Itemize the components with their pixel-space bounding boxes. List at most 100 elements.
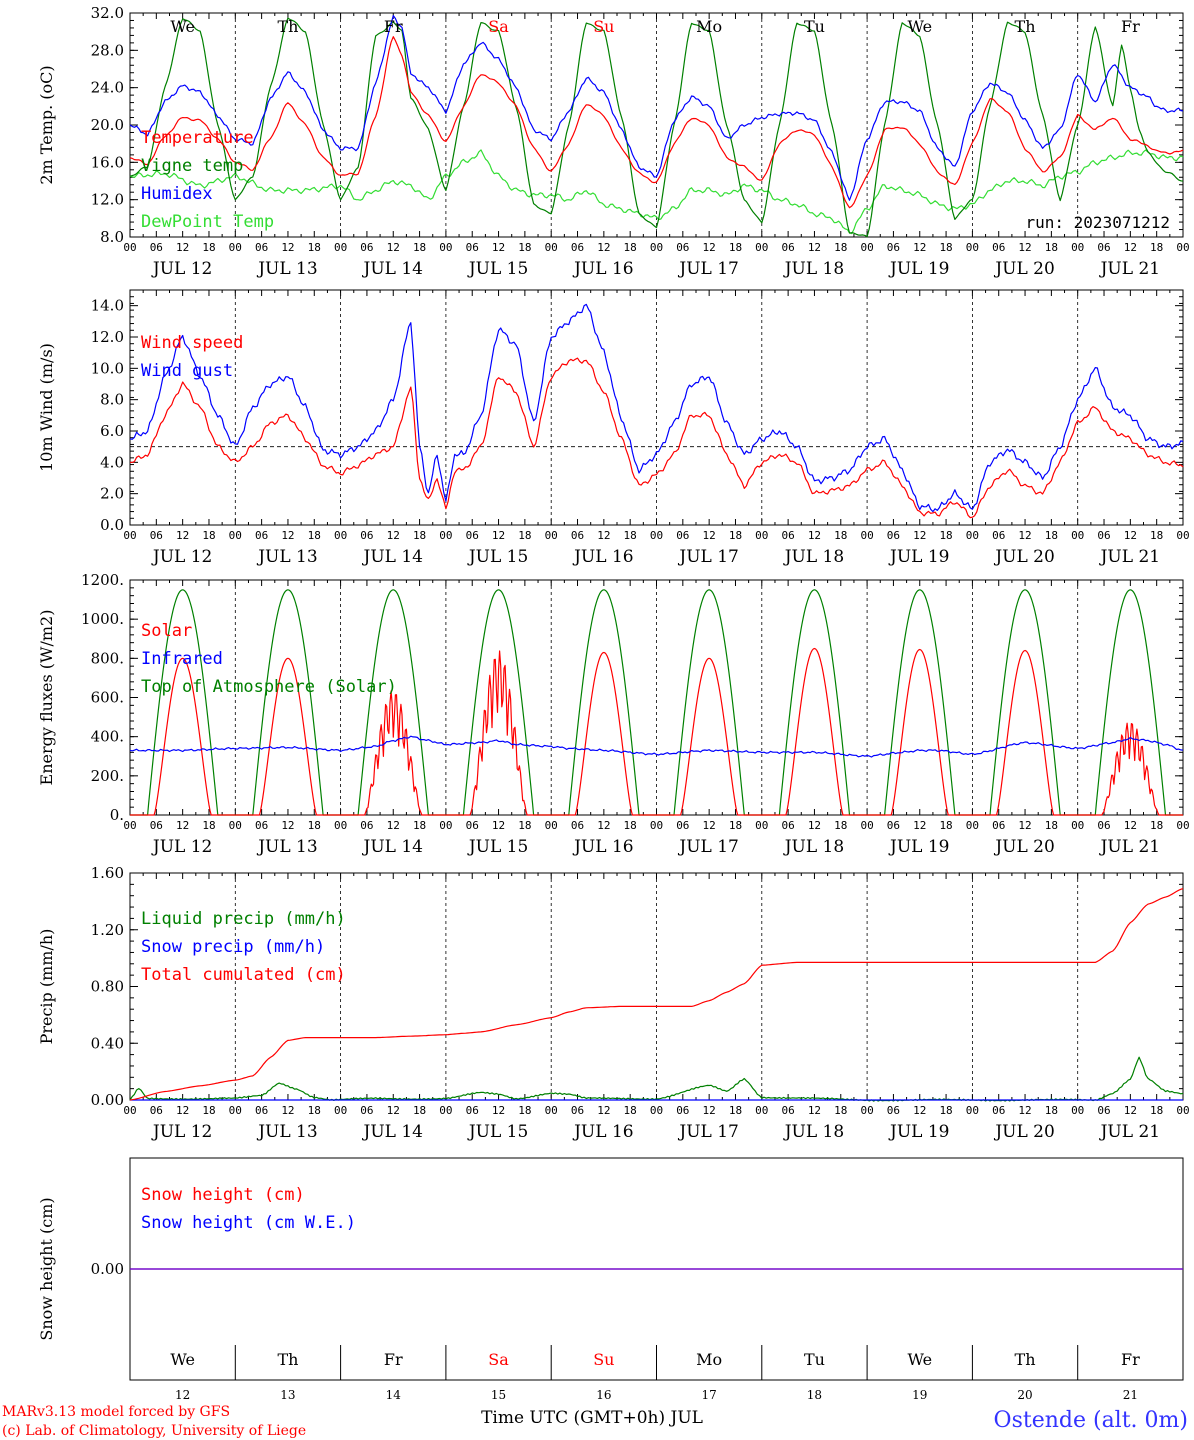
day-number: 15	[491, 1388, 506, 1402]
legend-entry: Top of Atmosphere (Solar)	[141, 677, 397, 697]
y-tick-label: 32.0	[91, 4, 124, 22]
hour-label: 12	[1018, 1104, 1031, 1117]
hour-label: 00	[439, 1104, 452, 1117]
hour-label: 12	[703, 241, 716, 254]
hour-label: 12	[176, 529, 189, 542]
hour-label: 12	[1124, 1104, 1137, 1117]
panel-energy: 0. 200. 400. 600. 800. 1000. 1200. Solar Infrare…	[37, 571, 1190, 857]
date-label: JUL 19	[888, 259, 949, 279]
y-tick-label: 600.	[91, 689, 124, 707]
y-tick-label: 200.	[91, 767, 124, 785]
toa-solar-line	[551, 589, 657, 816]
y-tick-label: 12.0	[91, 328, 124, 346]
day-number: 20	[1017, 1388, 1032, 1402]
date-label: JUL 21	[1099, 1122, 1160, 1142]
hour-label: 06	[1097, 241, 1110, 254]
date-label: JUL 21	[1099, 837, 1160, 857]
hour-label: 06	[360, 241, 373, 254]
hour-label: 18	[624, 819, 637, 832]
y-tick-label: 6.0	[100, 422, 124, 440]
hour-label: 18	[202, 819, 215, 832]
toa-solar-line	[340, 589, 446, 816]
hour-label: 12	[1018, 241, 1031, 254]
hour-label: 06	[466, 819, 479, 832]
hour-label: 12	[597, 819, 610, 832]
hour-label: 12	[281, 241, 294, 254]
y-tick-label: 1000.	[81, 610, 124, 628]
weekday-label: Fr	[384, 1350, 403, 1369]
weekday-label: Sa	[488, 1350, 509, 1369]
date-label: JUL 19	[888, 1122, 949, 1142]
solar-line	[551, 651, 657, 816]
hour-label: 00	[1071, 241, 1084, 254]
panel-wind: 0.0 2.0 4.0 6.0 8.0 10.0 12.0 14.0 Wind speed Win…	[37, 289, 1190, 567]
hour-label: 00	[650, 241, 663, 254]
hour-label: 00	[860, 1104, 873, 1117]
y-axis-title: 2m Temp. (oC)	[37, 65, 56, 184]
date-label: JUL 17	[677, 837, 738, 857]
hour-label: 12	[808, 1104, 821, 1117]
hour-label: 00	[860, 241, 873, 254]
hour-label: 00	[650, 1104, 663, 1117]
hour-label: 06	[466, 241, 479, 254]
y-tick-label: 400.	[91, 728, 124, 746]
hour-label: 06	[255, 1104, 268, 1117]
y-tick-label: 8.0	[100, 228, 124, 246]
hour-label: 00	[650, 529, 663, 542]
hour-label: 18	[1045, 241, 1058, 254]
hour-label: 12	[913, 1104, 926, 1117]
hour-label: 00	[966, 529, 979, 542]
legend-entry: Solar	[141, 621, 192, 641]
hour-label: 12	[281, 819, 294, 832]
date-label: JUL 13	[256, 837, 317, 857]
hour-label: 18	[308, 241, 321, 254]
hour-label: 00	[229, 241, 242, 254]
day-number: 16	[596, 1388, 611, 1402]
y-tick-label: 20.0	[91, 116, 124, 134]
weekday-label: We	[170, 17, 195, 36]
vigne-temp-line	[129, 17, 1184, 238]
hour-label: 18	[834, 529, 847, 542]
legend-entry: Liquid precip (mm/h)	[141, 909, 346, 929]
hour-label: 00	[545, 819, 558, 832]
hour-label: 00	[229, 1104, 242, 1117]
panel-snow: 0.00 Snow height (cm) Snow height (cm W.E.…	[37, 1157, 1184, 1402]
date-label: JUL 18	[783, 1122, 844, 1142]
plot-frame	[129, 12, 1184, 238]
hour-label: 12	[1124, 241, 1137, 254]
hour-label: 00	[1071, 1104, 1084, 1117]
hour-label: 00	[229, 529, 242, 542]
y-tick-label: 0.80	[91, 978, 124, 996]
y-tick-label: 28.0	[91, 41, 124, 59]
hour-label: 00	[966, 241, 979, 254]
hour-label: 06	[992, 241, 1005, 254]
hour-label: 12	[492, 529, 505, 542]
legend-entry: Infrared	[141, 649, 223, 669]
hour-label: 06	[782, 241, 795, 254]
y-tick-label: 8.0	[100, 391, 124, 409]
hour-label: 12	[597, 241, 610, 254]
day-number: 19	[912, 1388, 927, 1402]
station-name: Ostende (alt. 0m)	[994, 1408, 1188, 1433]
hour-label: 12	[913, 529, 926, 542]
hour-label: 18	[939, 819, 952, 832]
toa-solar-line	[235, 589, 341, 816]
y-tick-label: 24.0	[91, 79, 124, 97]
hour-label: 00	[123, 529, 136, 542]
day-number: 17	[702, 1388, 717, 1402]
hour-label: 00	[123, 1104, 136, 1117]
legend-entry: Total cumulated (cm)	[141, 965, 346, 985]
hour-label: 18	[413, 1104, 426, 1117]
hour-label: 12	[913, 819, 926, 832]
toa-solar-line	[1077, 589, 1183, 816]
date-label: JUL 12	[151, 547, 212, 567]
hour-label: 00	[755, 819, 768, 832]
y-tick-label: 2.0	[100, 485, 124, 503]
date-label: JUL 13	[256, 1122, 317, 1142]
solar-line	[130, 657, 236, 816]
day-number: 14	[386, 1388, 402, 1402]
hour-label: 06	[887, 241, 900, 254]
hour-label: 12	[492, 819, 505, 832]
hour-label: 18	[1150, 819, 1163, 832]
